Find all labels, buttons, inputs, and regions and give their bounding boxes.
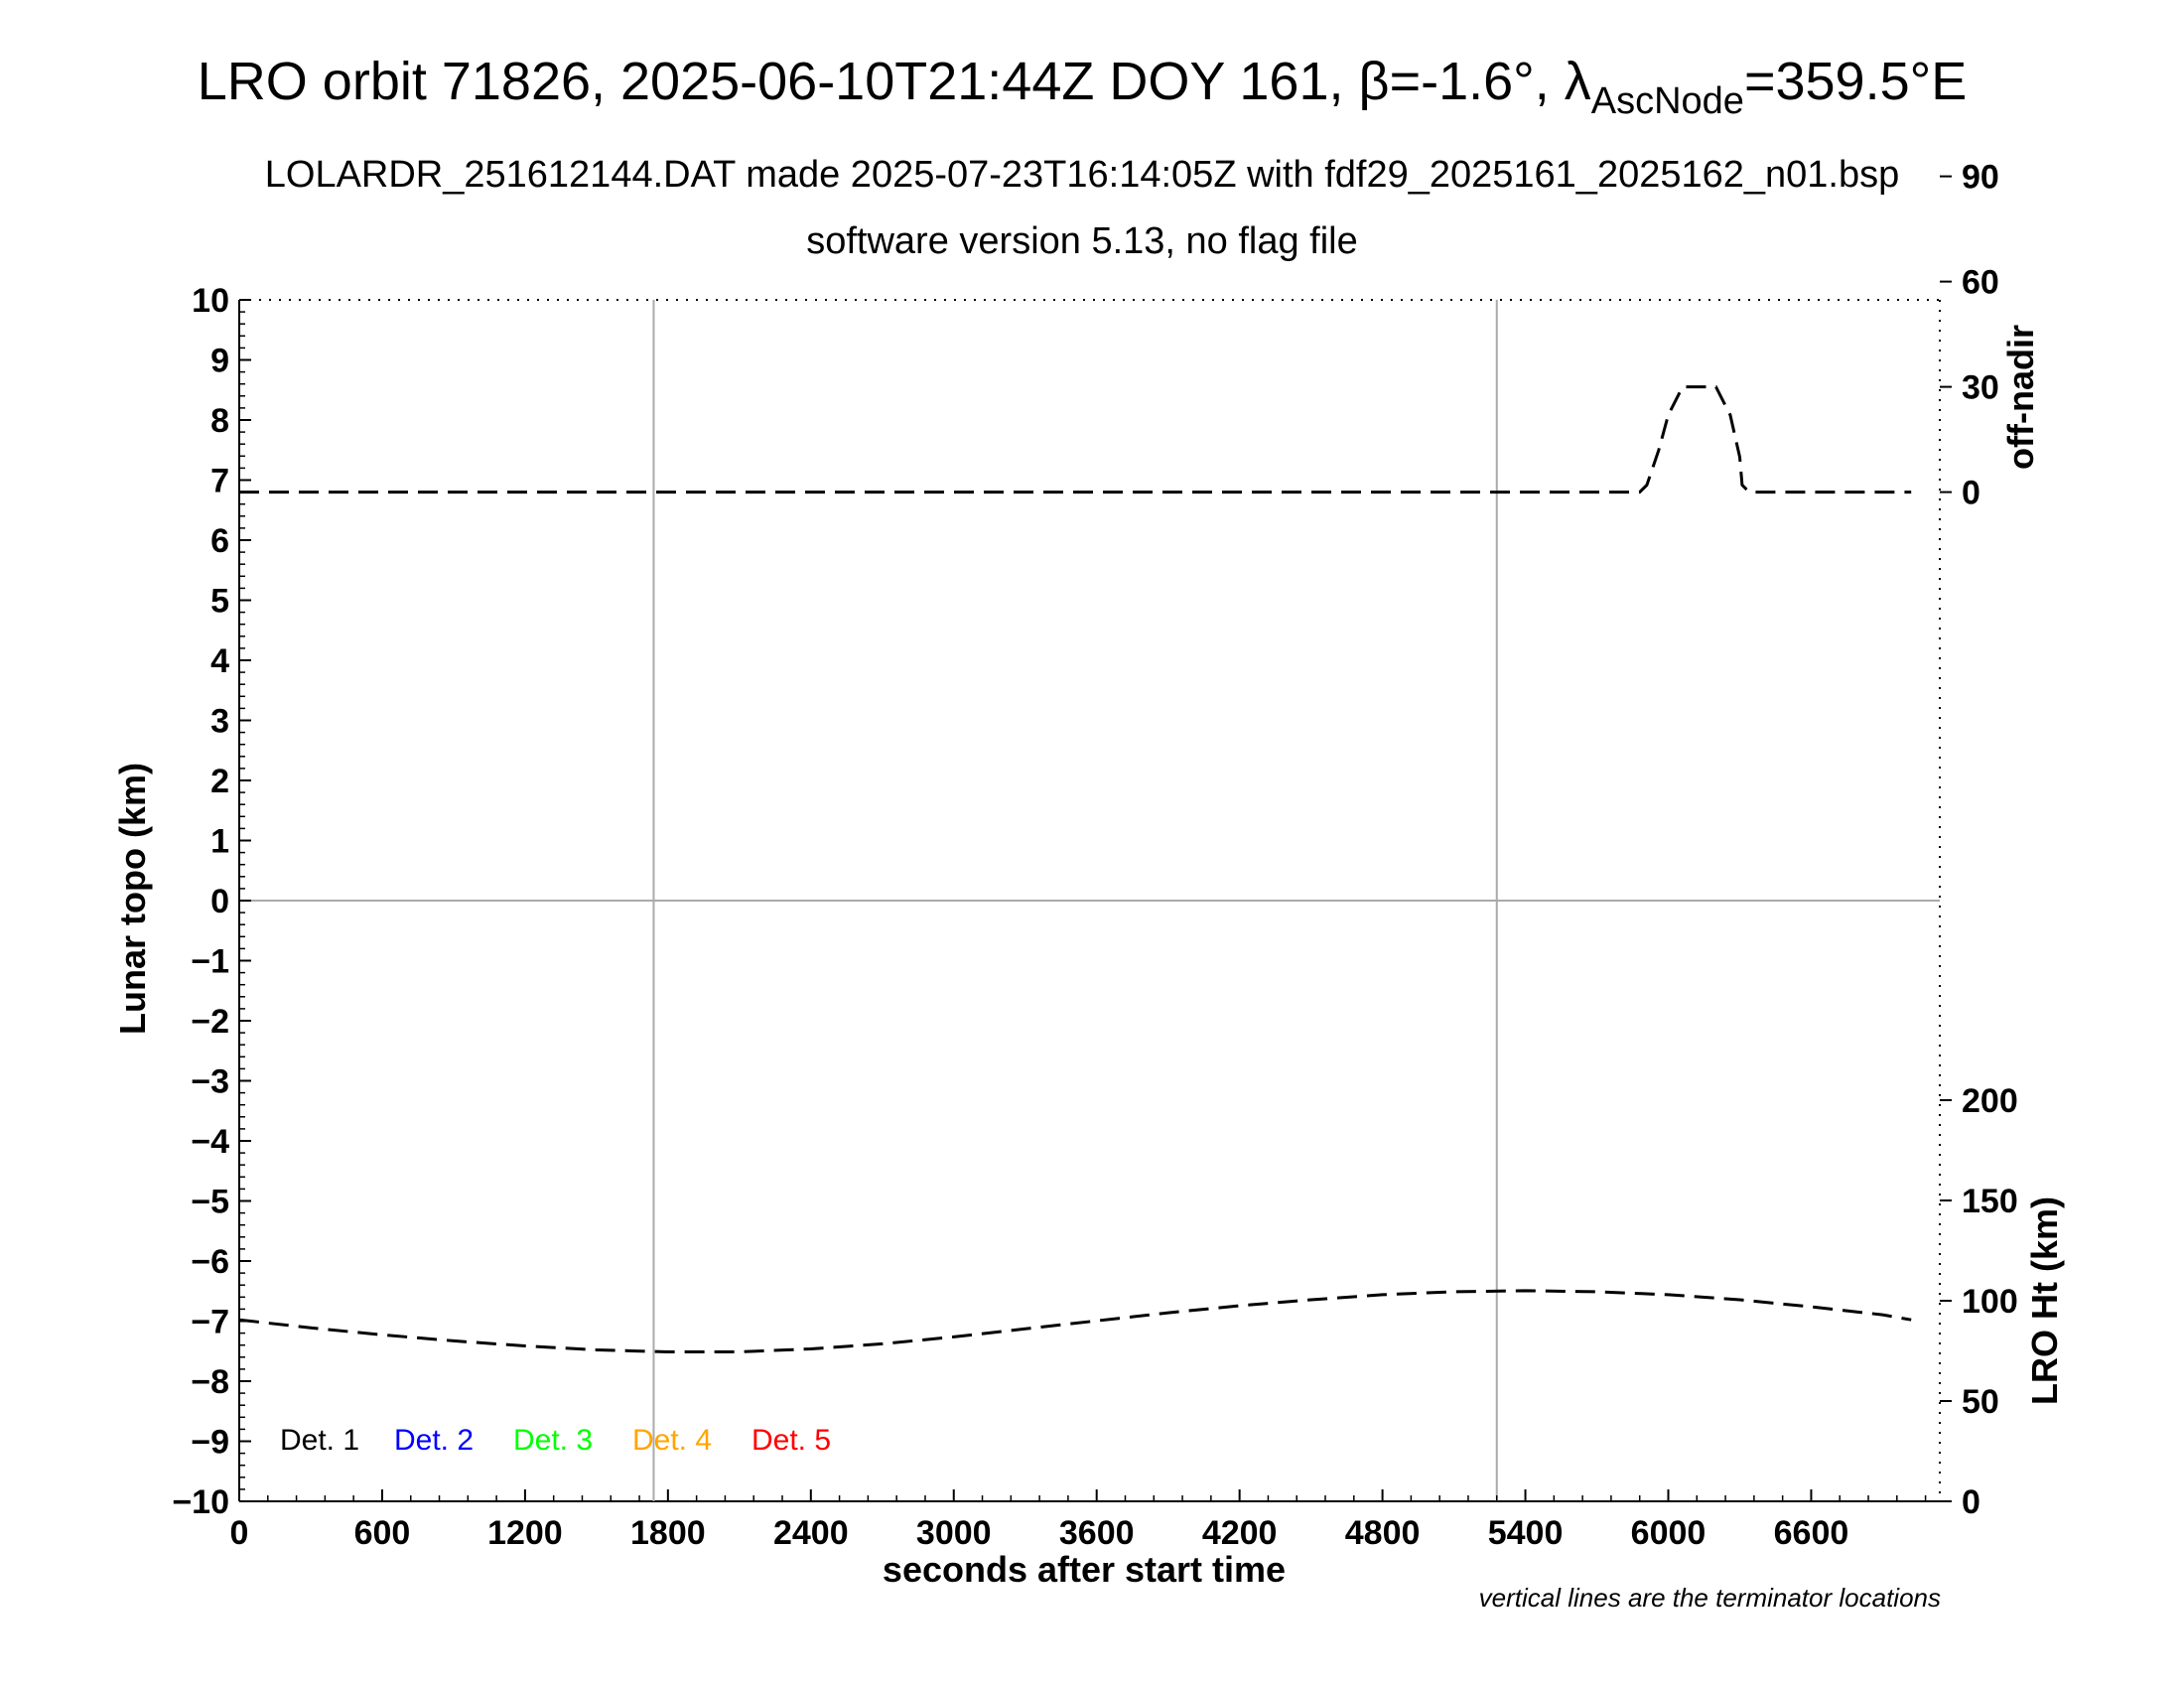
y-tick-label: −5 (191, 1184, 229, 1221)
x-tick-label: 1200 (487, 1514, 563, 1552)
x-tick-label: 2400 (773, 1514, 849, 1552)
legend-entry: Det. 5 (751, 1424, 831, 1457)
legend-entry: Det. 1 (280, 1424, 359, 1457)
off-nadir-tick-label: 0 (1962, 475, 1980, 512)
chart-subtitle-1: LOLARDR_251612144.DAT made 2025-07-23T16… (265, 154, 1900, 196)
y-tick-label: −9 (191, 1424, 229, 1462)
x-tick-label: 0 (230, 1514, 249, 1552)
beta-value: =-1.6°, (1390, 52, 1565, 111)
off-nadir-tick-label: 90 (1962, 159, 1999, 197)
y-tick-label: −3 (191, 1063, 229, 1101)
lambda-subscript: AscNode (1591, 80, 1744, 122)
beta-symbol: β (1359, 52, 1390, 111)
x-tick-label: 6000 (1631, 1514, 1706, 1552)
y-tick-label: 8 (210, 402, 229, 440)
x-tick-label: 3600 (1059, 1514, 1135, 1552)
lro-height-tick-label: 200 (1962, 1082, 2018, 1120)
off-nadir-series (239, 385, 1912, 494)
lro-height-series (238, 1289, 1912, 1353)
off-nadir-tick-label: 30 (1962, 369, 1999, 407)
y-tick-label: 9 (210, 343, 229, 380)
y-tick-label: 10 (192, 282, 229, 320)
y-tick-label: 1 (210, 823, 229, 861)
x-tick-label: 600 (354, 1514, 411, 1552)
lro-height-axis-title: LRO Ht (km) (2024, 1196, 2065, 1405)
off-nadir-tick-label: 60 (1962, 264, 1999, 302)
y-tick-label: 6 (210, 522, 229, 560)
lambda-value: =359.5°E (1744, 52, 1967, 111)
x-tick-label: 3000 (916, 1514, 992, 1552)
y-tick-label: 4 (210, 642, 229, 680)
y-tick-label: 0 (210, 883, 229, 920)
x-tick-label: 6600 (1774, 1514, 1849, 1552)
chart-title: LRO orbit 71826, 2025-06-10T21:44Z DOY 1… (198, 52, 1967, 122)
y-tick-label: −6 (191, 1243, 229, 1281)
y-tick-label: 2 (210, 763, 229, 800)
y-tick-label: −10 (172, 1483, 229, 1521)
x-tick-label: 1800 (630, 1514, 706, 1552)
chart-subtitle-2: software version 5.13, no flag file (806, 220, 1358, 262)
title-prefix: LRO orbit 71826, 2025-06-10T21:44Z DOY 1… (198, 52, 1359, 111)
y-tick-label: −2 (191, 1003, 229, 1041)
x-tick-label: 4200 (1202, 1514, 1278, 1552)
x-tick-label: 5400 (1488, 1514, 1564, 1552)
plot-area: 0 600 1200 1800 2400 3000 3600 4200 4800 5400 6000… (172, 159, 2017, 1552)
y-tick-label: −1 (191, 943, 229, 981)
off-nadir-axis-title: off-nadir (2000, 325, 2041, 470)
y-tick-label: −4 (191, 1123, 229, 1161)
x-tick-label: 4800 (1345, 1514, 1421, 1552)
y-tick-label: 5 (210, 583, 229, 621)
lro-height-tick-label: 150 (1962, 1183, 2018, 1220)
y-tick-label: 7 (210, 463, 229, 500)
lro-height-tick-label: 100 (1962, 1283, 2018, 1321)
y-tick-label: −7 (191, 1304, 229, 1341)
legend-entry: Det. 3 (513, 1424, 593, 1457)
y-tick-label: −8 (191, 1363, 229, 1401)
lro-height-tick-label: 0 (1962, 1483, 1980, 1521)
lambda-symbol: λ (1565, 52, 1591, 111)
lro-height-tick-label: 50 (1962, 1383, 1999, 1421)
y-axis-title: Lunar topo (km) (112, 763, 153, 1035)
x-axis-title: seconds after start time (883, 1549, 1286, 1590)
terminator-note: vertical lines are the terminator locati… (1479, 1583, 1941, 1613)
legend-entry: Det. 2 (394, 1424, 474, 1457)
y-tick-label: 3 (210, 703, 229, 741)
legend-entry: Det. 4 (632, 1424, 712, 1457)
